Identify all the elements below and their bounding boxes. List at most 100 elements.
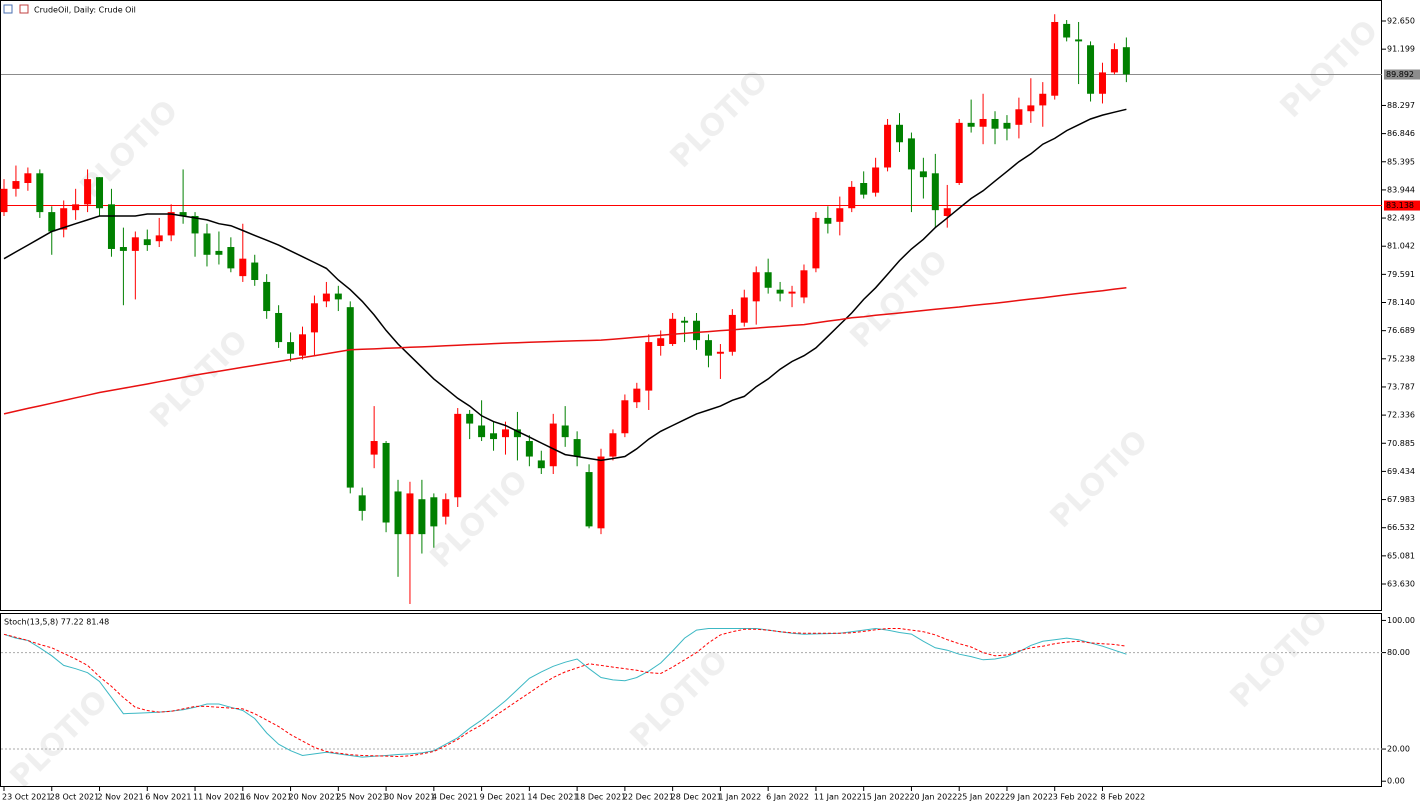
y-tick-label: 70.885 xyxy=(1387,439,1415,448)
x-tick-label: 25 Nov 2021 xyxy=(336,793,387,802)
indicator-title: Stoch(13,5,8) 77.22 81.48 xyxy=(4,618,109,627)
level-label-box xyxy=(1384,69,1420,80)
candle-body xyxy=(824,217,832,224)
candle-body xyxy=(36,173,44,213)
candle-body xyxy=(370,441,378,455)
candle-body xyxy=(645,342,653,391)
candle-body xyxy=(549,423,557,467)
candle-body xyxy=(299,334,306,356)
candle-body xyxy=(275,312,283,343)
candle-body xyxy=(454,413,462,498)
candle-body xyxy=(525,441,533,457)
candle-body xyxy=(633,388,641,403)
y-tick-label: 69.434 xyxy=(1387,467,1415,476)
candle-body xyxy=(513,429,521,438)
candle-body xyxy=(287,342,295,354)
candle-body xyxy=(263,281,271,312)
candle-body xyxy=(478,425,486,438)
candle-body xyxy=(740,297,748,323)
candle-body xyxy=(1063,23,1071,38)
candle-body xyxy=(418,499,426,535)
candle-body xyxy=(358,495,366,511)
x-tick-label: 14 Dec 2021 xyxy=(527,793,578,802)
x-tick-label: 16 Nov 2021 xyxy=(241,793,292,802)
candle-body xyxy=(621,400,629,434)
candle-body xyxy=(203,233,211,255)
y-tick-label: 63.630 xyxy=(1387,580,1415,589)
candle-body xyxy=(1098,72,1106,94)
candle-body xyxy=(131,237,139,251)
candle-body xyxy=(955,122,963,184)
candle-body xyxy=(812,217,820,269)
candle-body xyxy=(346,307,354,488)
candle-body xyxy=(1003,122,1011,129)
candle-body xyxy=(800,270,808,298)
x-tick-label: 20 Jan 2022 xyxy=(909,793,957,802)
candle-body xyxy=(442,499,450,517)
candle-body xyxy=(155,235,163,242)
x-tick-label: 28 Oct 2021 xyxy=(50,793,99,802)
candle-body xyxy=(967,122,975,127)
candle-body xyxy=(1122,47,1130,75)
candle-body xyxy=(0,188,8,213)
candle-body xyxy=(860,183,868,195)
level-label: 89.892 xyxy=(1386,70,1414,79)
candle-body xyxy=(96,177,104,209)
y-tick-label: 83.944 xyxy=(1387,185,1415,194)
x-tick-label: 9 Dec 2021 xyxy=(480,793,526,802)
main-pane xyxy=(0,0,1382,611)
y-tick-label: 80.00 xyxy=(1387,648,1410,657)
candle-body xyxy=(251,262,259,281)
y-tick-label: 78.140 xyxy=(1387,298,1415,307)
y-tick-label: 0.00 xyxy=(1387,777,1405,786)
candle-body xyxy=(501,429,509,438)
candle-body xyxy=(716,351,724,354)
x-tick-label: 11 Nov 2021 xyxy=(193,793,244,802)
candle-body xyxy=(1015,109,1023,125)
candle-body xyxy=(382,442,390,523)
y-tick-label: 92.650 xyxy=(1387,17,1415,26)
x-tick-label: 29 Jan 2022 xyxy=(1005,793,1053,802)
candle-body xyxy=(884,124,892,168)
candle-body xyxy=(919,171,927,178)
candle-body xyxy=(322,293,330,302)
candle-body xyxy=(597,456,605,529)
x-tick-label: 8 Feb 2022 xyxy=(1100,793,1145,802)
candle-body xyxy=(215,250,223,255)
candle-body xyxy=(143,239,151,246)
y-tick-label: 72.336 xyxy=(1387,411,1415,420)
x-tick-label: 20 Nov 2021 xyxy=(289,793,340,802)
level-label-box xyxy=(1384,200,1420,211)
candle-body xyxy=(704,340,712,356)
candle-body xyxy=(848,186,856,209)
candle-body xyxy=(681,320,689,323)
x-tick-label: 22 Dec 2021 xyxy=(623,793,674,802)
moving-average xyxy=(3,108,1127,462)
x-tick-label: 30 Nov 2021 xyxy=(384,793,435,802)
y-tick-label: 82.493 xyxy=(1387,214,1415,223)
candle-body xyxy=(979,118,987,127)
moving-average xyxy=(3,287,1127,415)
candle-body xyxy=(609,433,617,457)
stoch-line xyxy=(3,627,1127,758)
candle-body xyxy=(896,124,903,143)
stoch-line xyxy=(3,628,1127,758)
y-tick-label: 85.395 xyxy=(1387,157,1415,166)
candle-body xyxy=(585,472,593,527)
x-tick-label: 28 Dec 2021 xyxy=(671,793,722,802)
candle-body xyxy=(1087,45,1095,94)
candle-body xyxy=(167,212,175,236)
candle-body xyxy=(107,204,115,249)
chart-title: CrudeOil, Daily: Crude Oil xyxy=(34,6,136,15)
level-label: 83.138 xyxy=(1386,201,1414,210)
icon xyxy=(3,4,13,14)
x-tick-label: 6 Jan 2022 xyxy=(766,793,809,802)
candle-body xyxy=(872,167,880,193)
x-tick-label: 15 Jan 2022 xyxy=(862,793,910,802)
y-tick-label: 20.00 xyxy=(1387,745,1410,754)
candle-body xyxy=(537,460,545,469)
candle-body xyxy=(490,433,498,440)
icon xyxy=(19,4,29,14)
candle-body xyxy=(60,208,68,230)
candle-body xyxy=(907,138,915,170)
